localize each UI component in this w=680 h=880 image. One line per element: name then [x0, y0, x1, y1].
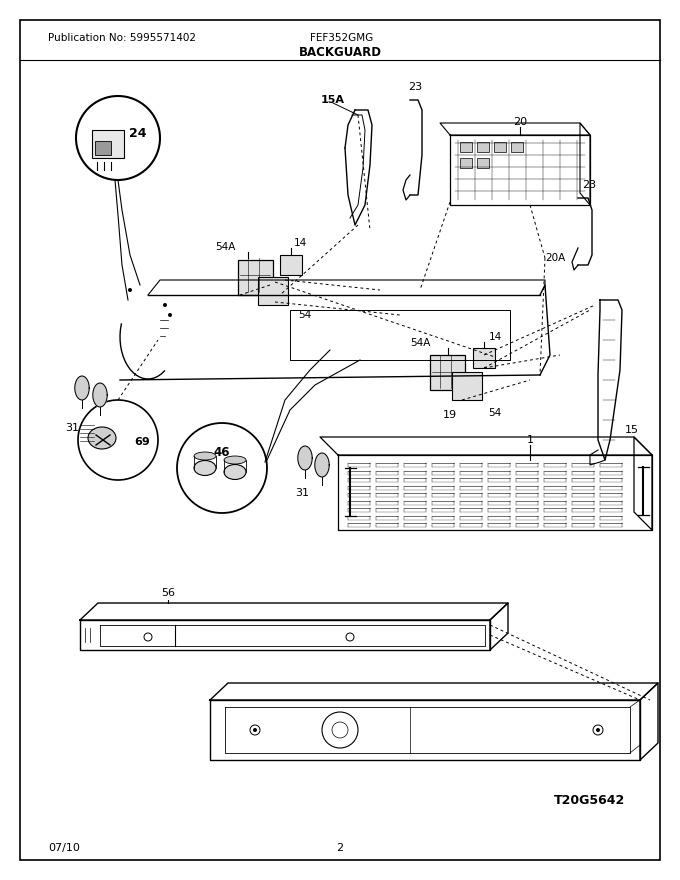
Text: 15: 15: [625, 425, 639, 435]
Text: T20G5642: T20G5642: [554, 794, 626, 806]
Text: 23: 23: [408, 82, 422, 92]
Bar: [460, 158, 472, 168]
Ellipse shape: [224, 465, 246, 480]
Text: 69: 69: [134, 437, 150, 447]
Text: 54: 54: [298, 310, 311, 320]
Circle shape: [596, 728, 600, 732]
Text: 46: 46: [214, 445, 231, 458]
Bar: [95, 141, 111, 155]
Ellipse shape: [224, 456, 246, 464]
Bar: [511, 142, 523, 152]
Text: 20: 20: [513, 117, 527, 127]
Text: BACKGUARD: BACKGUARD: [299, 46, 381, 58]
Circle shape: [128, 288, 132, 292]
Ellipse shape: [194, 452, 216, 460]
Bar: [477, 142, 489, 152]
Text: 14: 14: [488, 332, 502, 342]
Text: 19: 19: [443, 410, 457, 420]
Bar: [92, 130, 124, 158]
Polygon shape: [75, 376, 89, 400]
Bar: [494, 142, 506, 152]
Polygon shape: [298, 446, 312, 470]
Text: 15A: 15A: [321, 95, 345, 105]
Text: 31: 31: [295, 488, 309, 498]
Polygon shape: [93, 383, 107, 407]
Text: 1: 1: [526, 435, 534, 445]
Ellipse shape: [194, 460, 216, 475]
Polygon shape: [315, 453, 329, 477]
Text: 24: 24: [129, 127, 147, 140]
Text: 54A: 54A: [215, 242, 235, 252]
Bar: [473, 348, 495, 368]
Circle shape: [163, 303, 167, 307]
Text: 31: 31: [65, 423, 79, 433]
Text: 20A: 20A: [545, 253, 565, 263]
Bar: [238, 260, 273, 295]
Bar: [258, 277, 288, 305]
Text: 56: 56: [161, 588, 175, 598]
Text: 07/10: 07/10: [48, 843, 80, 853]
Text: 14: 14: [293, 238, 307, 248]
Text: FEF352GMG: FEF352GMG: [310, 33, 373, 43]
Ellipse shape: [88, 427, 116, 449]
Bar: [280, 255, 302, 275]
Bar: [460, 142, 472, 152]
Text: 23: 23: [582, 180, 596, 190]
Text: 54: 54: [488, 408, 501, 418]
Text: Publication No: 5995571402: Publication No: 5995571402: [48, 33, 196, 43]
Circle shape: [168, 313, 172, 317]
Bar: [477, 158, 489, 168]
Text: 2: 2: [337, 843, 343, 853]
Text: 54A: 54A: [410, 338, 430, 348]
Circle shape: [253, 728, 257, 732]
Bar: [430, 355, 465, 390]
Bar: [452, 372, 482, 400]
